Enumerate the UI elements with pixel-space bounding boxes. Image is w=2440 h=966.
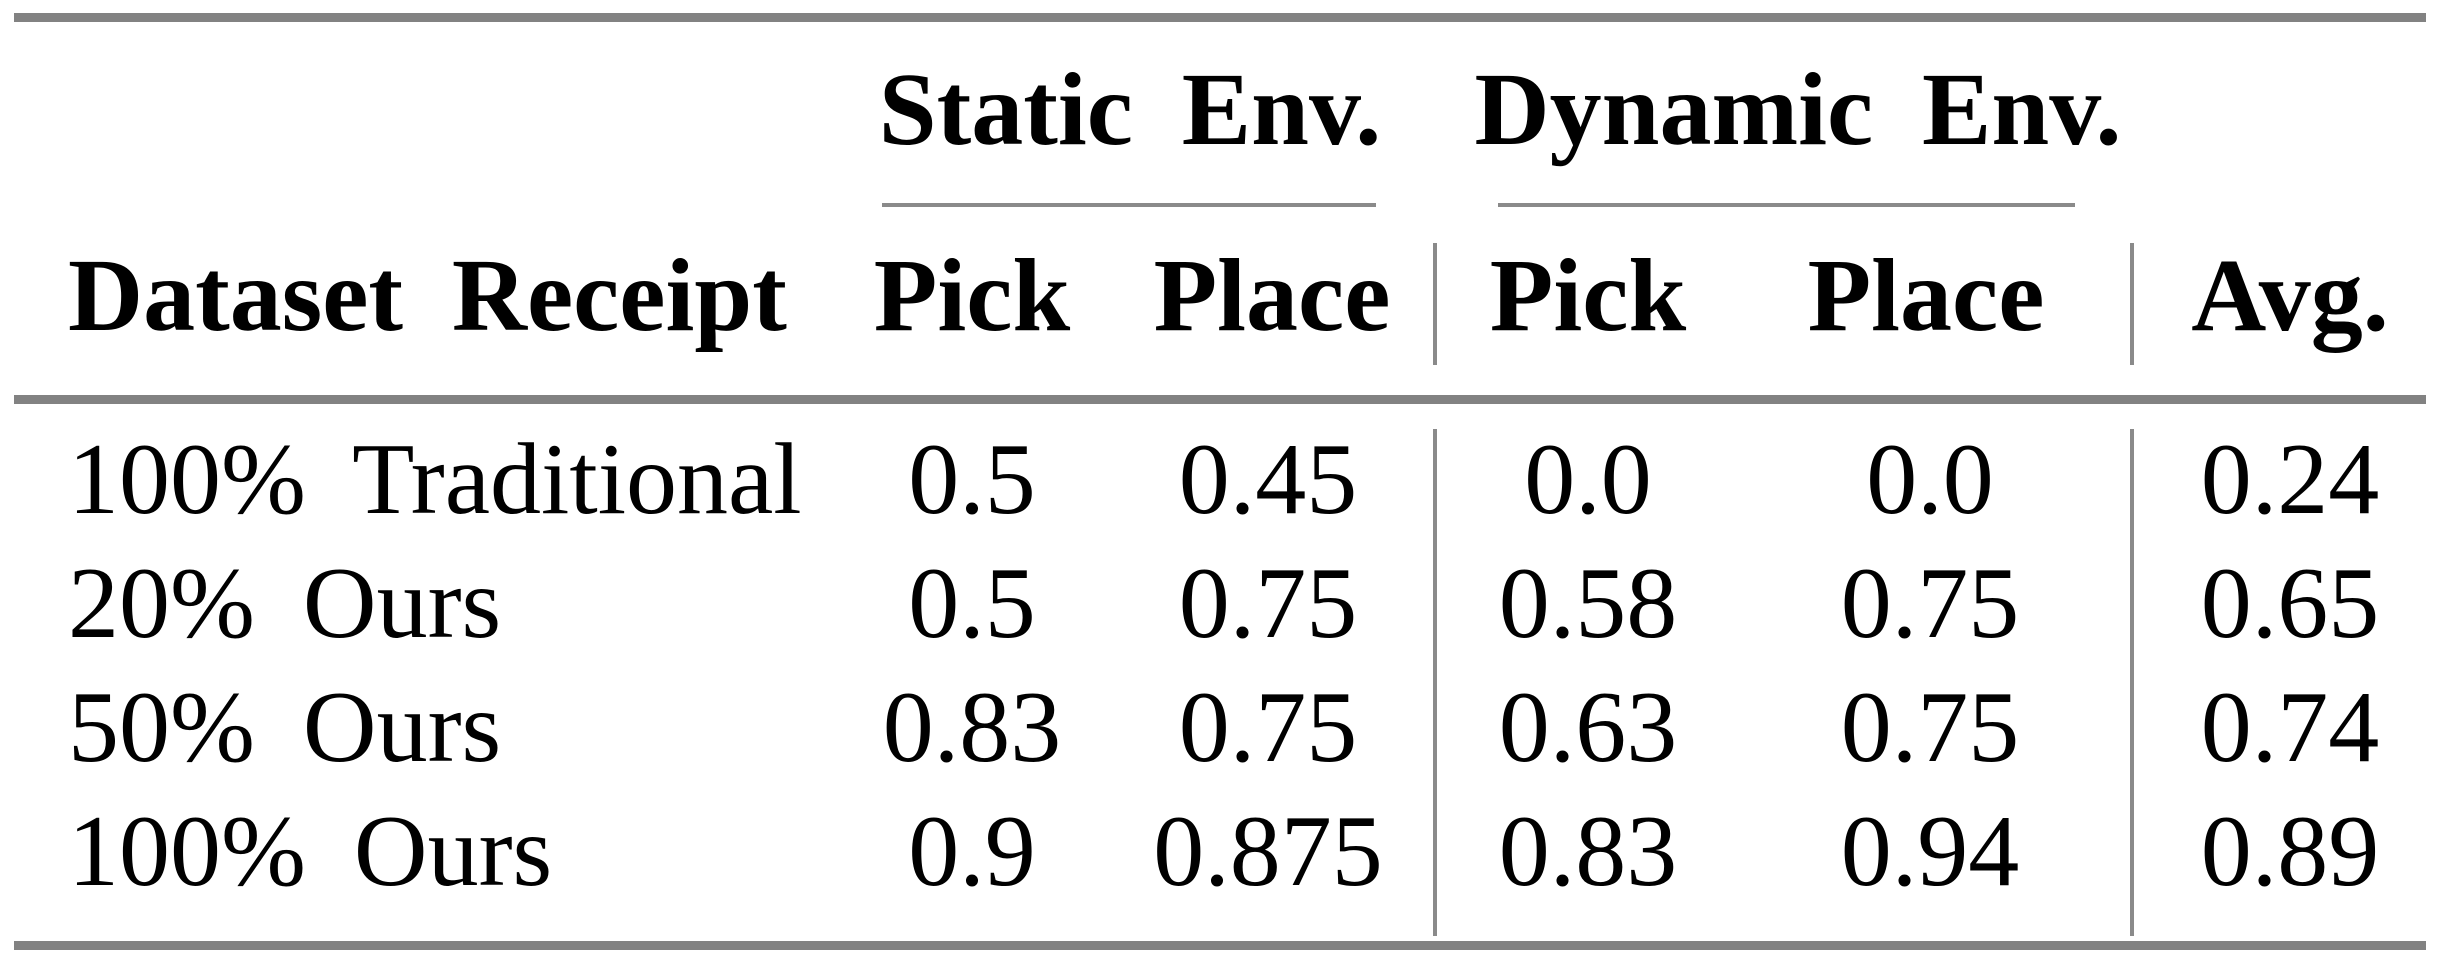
cell-dynamic-place: 0.75 xyxy=(1840,671,2020,784)
group-header-dynamic-env: Dynamic Env. xyxy=(1474,52,2122,167)
cell-static-place: 0.45 xyxy=(1178,423,1358,536)
cell-static-place: 0.875 xyxy=(1153,795,1383,908)
cmidrule-dynamic-env xyxy=(1498,203,2075,207)
cell-dynamic-pick: 0.58 xyxy=(1498,547,1678,660)
cell-static-pick: 0.5 xyxy=(908,423,1036,536)
column-header-avg: Avg. xyxy=(2191,238,2389,353)
column-header-static-pick: Pick xyxy=(873,238,1071,353)
cell-static-pick: 0.9 xyxy=(908,795,1036,908)
cell-dynamic-pick: 0.0 xyxy=(1524,423,1652,536)
column-divider-1-lower xyxy=(1433,429,1437,936)
column-header-dynamic-place: Place xyxy=(1807,238,2045,353)
cell-avg: 0.74 xyxy=(2200,671,2380,784)
cell-dynamic-place: 0.75 xyxy=(1840,547,2020,660)
group-header-static-env: Static Env. xyxy=(878,52,1382,167)
cell-static-place: 0.75 xyxy=(1178,671,1358,784)
cell-dataset: 50% Ours xyxy=(68,671,502,784)
cell-dynamic-place: 0.94 xyxy=(1840,795,2020,908)
column-header-static-place: Place xyxy=(1153,238,1391,353)
cmidrule-static-env xyxy=(882,203,1376,207)
cell-dataset: 100% Traditional xyxy=(68,423,802,536)
bottom-rule xyxy=(14,941,2426,950)
cell-static-place: 0.75 xyxy=(1178,547,1358,660)
top-rule xyxy=(14,13,2426,22)
column-divider-2-lower xyxy=(2130,429,2134,936)
cell-dataset: 20% Ours xyxy=(68,547,502,660)
cell-static-pick: 0.5 xyxy=(908,547,1036,660)
cell-dynamic-pick: 0.83 xyxy=(1498,795,1678,908)
cell-dynamic-pick: 0.63 xyxy=(1498,671,1678,784)
cell-avg: 0.65 xyxy=(2200,547,2380,660)
cell-avg: 0.24 xyxy=(2200,423,2380,536)
cell-dynamic-place: 0.0 xyxy=(1866,423,1994,536)
cell-static-pick: 0.83 xyxy=(882,671,1062,784)
column-header-dynamic-pick: Pick xyxy=(1489,238,1687,353)
column-divider-1-upper xyxy=(1433,243,1437,365)
column-header-dataset-receipt: Dataset Receipt xyxy=(68,238,787,353)
column-divider-2-upper xyxy=(2130,243,2134,365)
cell-dataset: 100% Ours xyxy=(68,795,553,908)
cell-avg: 0.89 xyxy=(2200,795,2380,908)
mid-rule xyxy=(14,395,2426,404)
